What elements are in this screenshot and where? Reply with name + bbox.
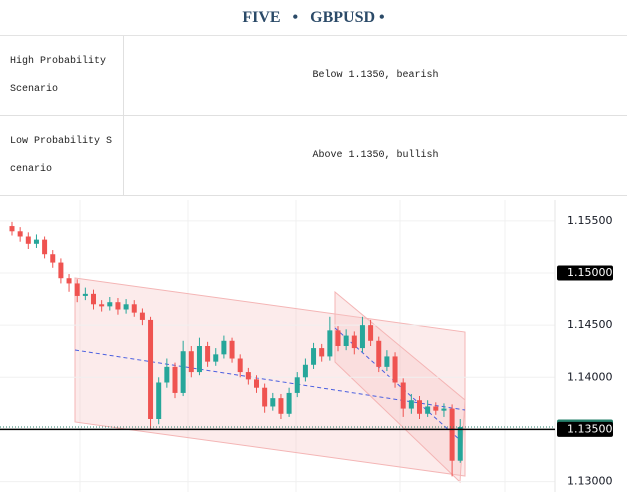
candle-body	[188, 351, 194, 373]
candle-body	[302, 364, 308, 378]
candle-body	[213, 354, 219, 362]
candle-body	[408, 400, 414, 409]
candle-body	[311, 348, 317, 365]
candle-body	[91, 293, 96, 305]
cell-text: Low Probability Scenario	[10, 135, 113, 175]
candle-body	[196, 346, 202, 373]
candle-body	[270, 398, 276, 407]
candle-body	[82, 293, 88, 296]
candle-body	[417, 400, 422, 414]
candle-body	[425, 406, 431, 414]
candle-body	[392, 356, 398, 383]
candle-body	[262, 387, 268, 407]
candle-body	[254, 379, 259, 388]
candle-body	[433, 406, 439, 411]
candle-body	[33, 239, 39, 244]
candle-body	[368, 325, 374, 341]
candle-body	[42, 239, 48, 255]
candle-body	[359, 325, 365, 349]
scenario-table: High Probability Scenario Below 1.1350, …	[0, 36, 627, 196]
candle-body	[58, 262, 64, 279]
candle-body	[319, 348, 325, 357]
y-tick-label: 1.13000	[567, 475, 613, 488]
candle-body	[139, 312, 145, 320]
candle-body	[245, 372, 251, 380]
candle-body	[164, 366, 170, 383]
candle-body	[449, 408, 455, 461]
trend-line	[74, 349, 466, 411]
candle-body	[343, 335, 349, 346]
candle-body	[17, 231, 23, 237]
grid-verticals	[79, 200, 506, 492]
candle-body	[376, 340, 382, 367]
candle-body	[286, 392, 292, 414]
price-label-box	[557, 421, 613, 437]
candle-body	[205, 346, 211, 362]
candle-body	[172, 366, 178, 393]
candle-body	[66, 278, 72, 284]
candle-body	[384, 356, 390, 367]
candle-body	[237, 358, 243, 373]
y-tick-label: 1.15500	[567, 214, 613, 227]
candle-body	[99, 304, 105, 307]
candle-body	[400, 382, 406, 409]
candle-body	[50, 254, 56, 263]
page-title: FIVE • GBPUSD •	[0, 0, 627, 36]
candle-body	[131, 304, 137, 313]
candle-body	[74, 283, 80, 296]
candle-body	[294, 377, 300, 393]
cell-text: High Probability Scenario	[10, 55, 107, 95]
candle-body	[335, 330, 341, 346]
candle-body	[156, 382, 162, 419]
table-cell: High Probability Scenario	[0, 36, 124, 116]
table-cell: Above 1.1350, bullish	[123, 115, 627, 196]
table-cell: Below 1.1350, bearish	[123, 36, 627, 116]
table-row: High Probability Scenario Below 1.1350, …	[0, 36, 627, 116]
candle-body	[180, 351, 186, 393]
candle-body	[229, 340, 235, 359]
candle-body	[107, 302, 113, 307]
candle-body	[351, 335, 357, 349]
price-label: 1.13500	[567, 422, 613, 435]
candle-body	[441, 408, 447, 411]
candle-body	[457, 427, 463, 461]
price-label-box	[557, 265, 613, 281]
candle-body	[221, 340, 227, 355]
candle-body	[115, 302, 121, 310]
price-label: 1.15000	[567, 266, 613, 279]
y-tick-label: 1.14500	[567, 318, 613, 331]
candle-body	[327, 330, 333, 357]
chart: 1.15500 1.15000 1.14500 1.14000 1.13500 1.130…	[0, 200, 613, 492]
candle-body	[278, 398, 284, 414]
table-row: Low Probability Scenario Above 1.1350, b…	[0, 115, 627, 196]
candle-body	[148, 319, 154, 419]
table-cell: Low Probability Scenario	[0, 115, 124, 196]
y-tick-label: 1.14000	[567, 370, 613, 383]
candle-body	[25, 236, 31, 244]
plot	[0, 220, 555, 483]
candle-body	[123, 304, 129, 310]
candle-body	[9, 226, 15, 232]
